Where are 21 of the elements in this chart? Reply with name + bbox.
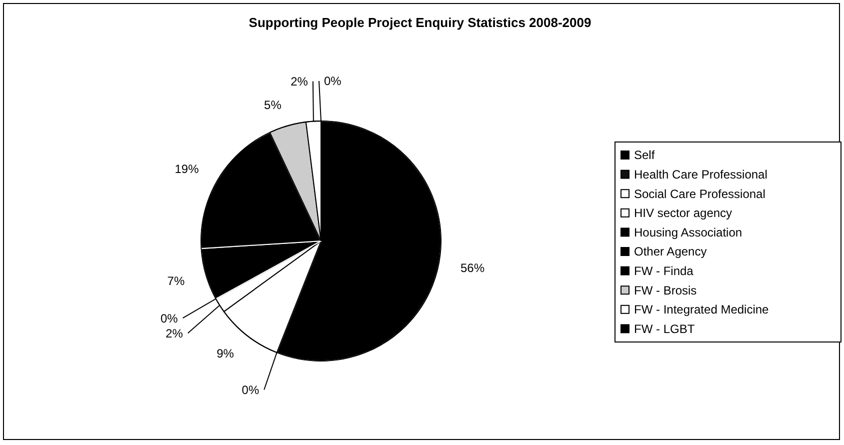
text: 0% [324,74,342,88]
data-label: 56% [460,260,485,275]
legend-label: HIV sector agency [634,206,732,220]
legend-label: Other Agency [634,244,707,259]
chart-title: Supporting People Project Enquiry Statistics 2008-2009 [248,15,592,30]
data-label: 19% [174,162,200,176]
legend-label: FW - Integrated Medicine [634,302,770,317]
legend-label: FW - Brosis [634,283,697,298]
legend-label: Social Care Professional [634,186,766,201]
text: 0% [242,382,260,397]
data-label: 9% [216,346,234,360]
text: 0% [160,311,178,326]
legend-label: Housing Association [634,225,742,240]
legend-label: Health Care Professional [634,168,768,182]
data-label: 7% [167,274,185,288]
data-label: 2% [166,326,184,340]
legend-label: Self [634,148,656,162]
data-label: 5% [264,98,282,112]
legend-label: FW - LGBT [634,322,696,336]
legend-label: FW - Finda [634,264,694,278]
data-label: 2% [290,74,308,89]
